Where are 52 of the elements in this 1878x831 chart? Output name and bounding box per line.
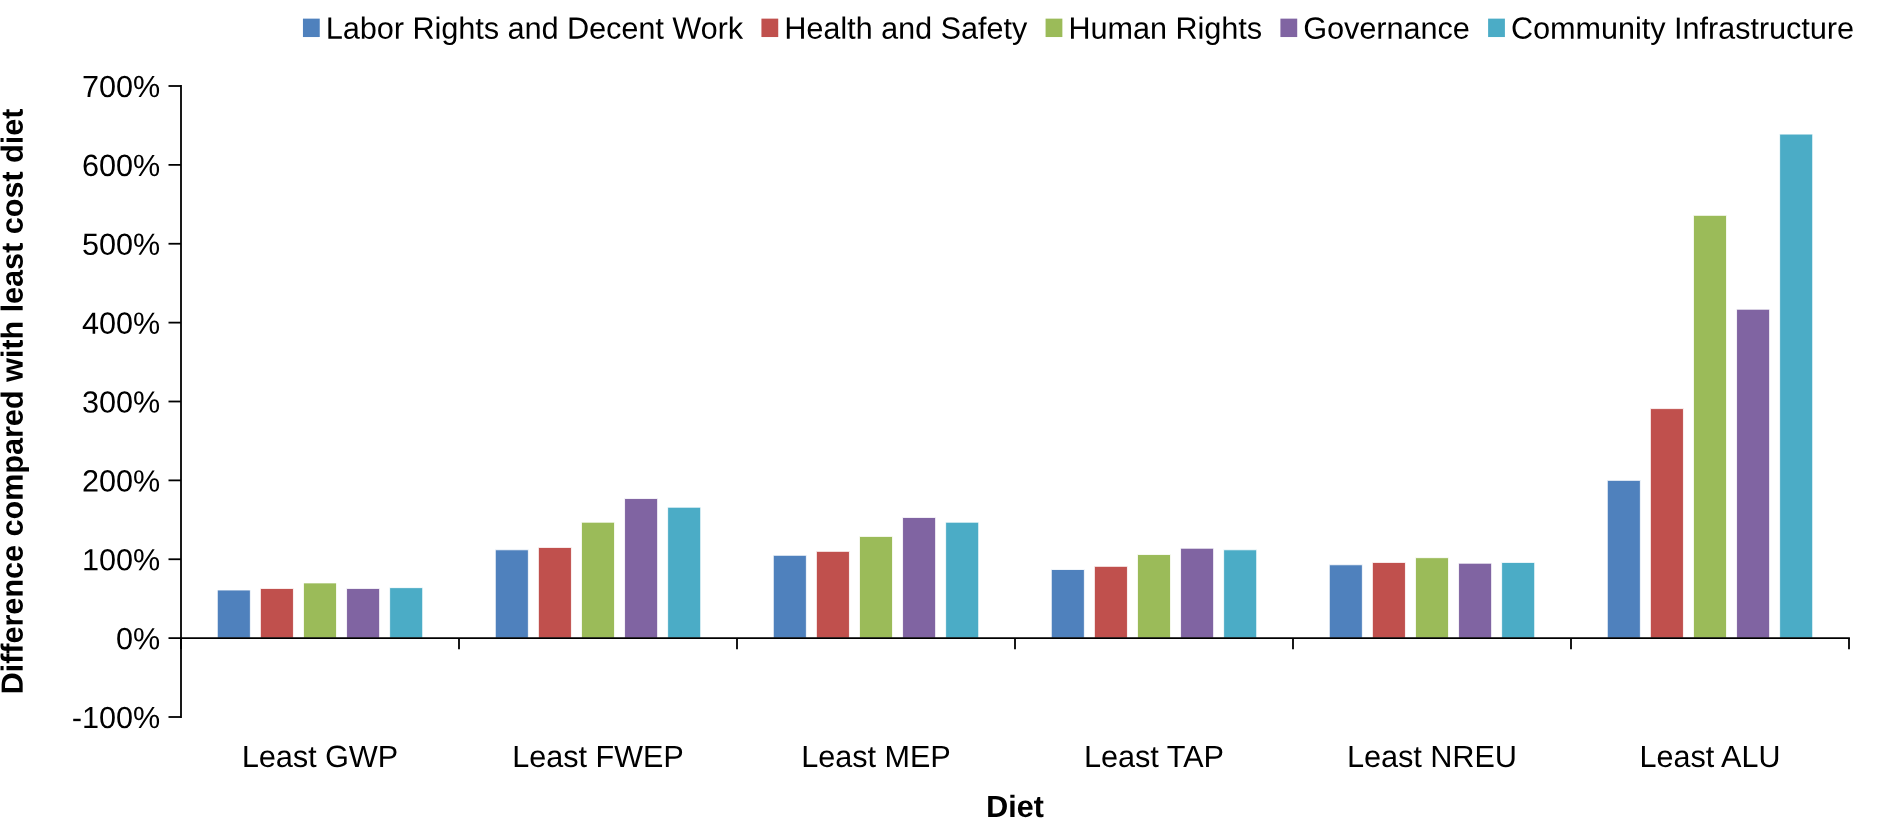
bar [859, 535, 893, 639]
y-tick-label: 700% [83, 75, 160, 98]
bar [537, 547, 572, 639]
bar [772, 554, 807, 639]
bar [1606, 479, 1641, 639]
bar [667, 506, 702, 639]
bar [1693, 214, 1727, 639]
bar [1371, 561, 1406, 639]
x-tick-label: Least FWEP [514, 745, 683, 768]
bar [815, 550, 850, 639]
bar [494, 549, 529, 639]
bar [1328, 564, 1363, 639]
legend-label: Human Rights [1070, 16, 1261, 45]
bar [1779, 133, 1814, 639]
x-tick-label: Least TAP [1086, 745, 1223, 768]
bar [1137, 554, 1171, 639]
x-tick-label: Least NREU [1349, 745, 1515, 768]
bar [1736, 308, 1771, 639]
bar [945, 521, 980, 639]
bar [624, 498, 659, 639]
legend-label: Governance [1304, 17, 1469, 39]
y-tick-label: 500% [83, 233, 160, 256]
y-tick-label: 300% [83, 391, 160, 413]
y-tick-label: 400% [82, 312, 160, 334]
y-axis-title: Difference compared with least cost diet [0, 108, 29, 693]
bar [346, 588, 381, 639]
bar [1649, 408, 1684, 639]
x-tick-label: Least GWP [244, 745, 397, 768]
bar [1180, 547, 1215, 639]
bar [1458, 562, 1493, 639]
y-tick-label: -100% [73, 706, 160, 729]
x-axis-title: Diet [988, 794, 1044, 818]
bar [902, 517, 937, 639]
legend-label: Labor Rights and Decent Work [328, 16, 744, 45]
y-tick-label: 0% [117, 627, 160, 650]
bar [581, 521, 615, 639]
legend-label: Health and Safety [786, 16, 1028, 45]
legend-label: Community Infrastructure [1512, 16, 1853, 45]
bar [1093, 565, 1128, 639]
y-tick-label: 600% [83, 154, 160, 177]
bar [259, 588, 294, 639]
bar [303, 582, 337, 639]
x-tick-label: Least ALU [1642, 745, 1779, 768]
bar [1501, 561, 1536, 639]
bar [1223, 549, 1258, 639]
bar [1415, 557, 1449, 639]
y-tick-label: 200% [83, 470, 160, 492]
bar [389, 587, 424, 639]
y-tick-label: 100% [84, 548, 160, 571]
x-tick-label: Least MEP [803, 745, 950, 768]
bar [216, 589, 251, 639]
bar [1050, 569, 1085, 639]
